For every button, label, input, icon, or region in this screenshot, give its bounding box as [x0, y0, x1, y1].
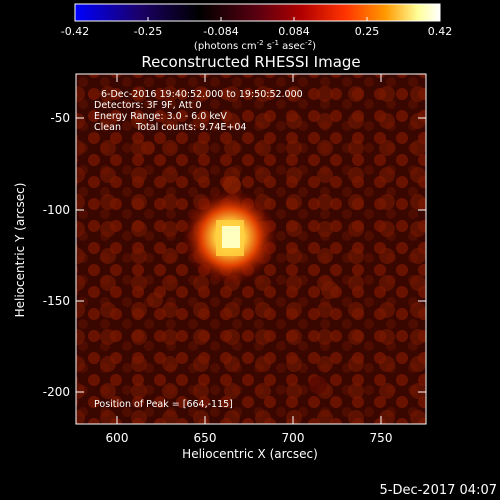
footer-timestamp: 5-Dec-2017 04:07: [380, 483, 498, 498]
x-tick-label: 650: [194, 431, 217, 445]
colorbar-tick-label: 0.42: [428, 25, 453, 38]
colorbar-tick-label: -0.42: [61, 25, 89, 38]
colorbar-ticks: [147, 17, 368, 21]
rhessi-image: [75, 73, 427, 425]
y-tick-label: -200: [43, 385, 70, 399]
y-axis-ticks: [76, 117, 426, 393]
info-detectors: Detectors: 3F 9F, Att 0: [94, 100, 202, 111]
x-axis-ticks: [116, 74, 382, 424]
info-energy-range: Energy Range: 3.0 - 6.0 keV: [94, 111, 227, 122]
y-tick-label: -100: [43, 203, 70, 217]
y-tick-label: -50: [50, 111, 70, 125]
colorbar-tick-label: 0.25: [355, 25, 380, 38]
colorbar-tick-label: -0.25: [134, 25, 162, 38]
x-tick-label: 600: [106, 431, 129, 445]
x-tick-label: 750: [370, 431, 393, 445]
colorbar-tick-label: 0.084: [278, 25, 310, 38]
x-axis-label: Heliocentric X (arcsec): [182, 447, 318, 461]
info-time-range: 6-Dec-2016 19:40:52.000 to 19:50:52.000: [101, 89, 303, 100]
colorbar-units: (photons cm-2 s-1 asec-2): [194, 39, 316, 52]
y-tick-label: -150: [43, 294, 70, 308]
y-axis-label: Heliocentric Y (arcsec): [13, 183, 27, 318]
info-clean-counts: Clean Total counts: 9.74E+04: [94, 122, 246, 133]
x-tick-label: 700: [282, 431, 305, 445]
image-title: Reconstructed RHESSI Image: [141, 53, 360, 71]
colorbar: [74, 3, 441, 22]
peak-position-label: Position of Peak = [664,-115]: [94, 399, 233, 410]
colorbar-tick-label: -0.084: [203, 25, 238, 38]
